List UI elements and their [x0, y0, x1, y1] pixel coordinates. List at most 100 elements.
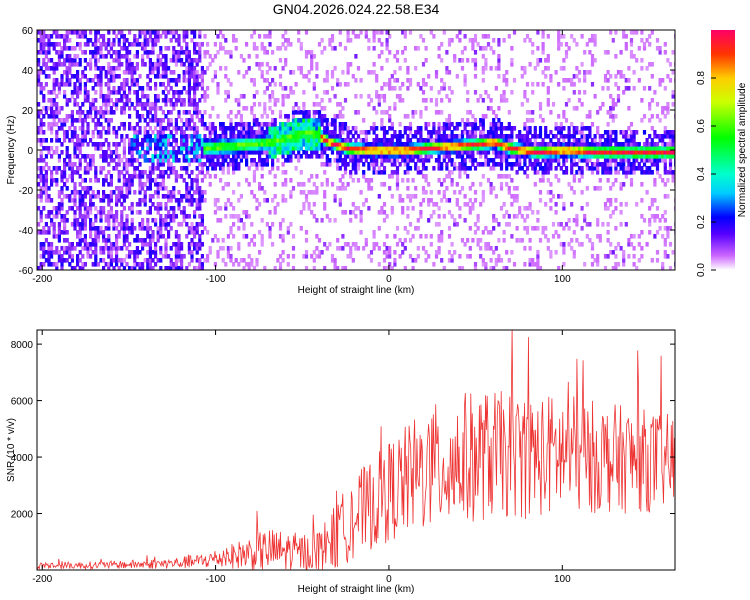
spectrogram-cell — [109, 206, 113, 211]
spectrogram-cell — [315, 174, 319, 179]
spectrogram-cell — [299, 130, 303, 135]
spectrogram-cell — [523, 154, 527, 159]
spectrogram-cell — [502, 142, 506, 147]
spectrogram-cell — [229, 258, 233, 263]
spectrogram-cell — [177, 78, 181, 83]
spectrogram-cell — [151, 170, 155, 175]
spectrogram-cell — [320, 98, 324, 103]
spectrogram-cell — [216, 162, 220, 167]
spectrogram-cell — [447, 234, 452, 239]
spectrogram-cell — [265, 50, 269, 55]
spectrogram-cell — [281, 154, 285, 159]
spectrogram-cell — [185, 122, 189, 127]
spectrogram-cell — [442, 194, 446, 199]
spectrogram-cell — [237, 146, 241, 151]
spectrogram-cell — [216, 142, 220, 147]
spectrogram-cell — [286, 142, 290, 147]
spectrogram-cell — [614, 54, 618, 59]
spectrogram-cell — [198, 98, 202, 103]
spectrogram-cell — [229, 110, 233, 115]
spectrogram-cell — [390, 74, 394, 79]
spectrogram-cell — [369, 142, 374, 147]
spectrogram-cell — [291, 150, 296, 155]
spectrogram-cell — [307, 70, 311, 75]
spectrogram-cell — [117, 194, 121, 199]
spectrogram-cell — [585, 186, 589, 191]
spectrogram-cell — [614, 142, 618, 147]
spectrogram-cell — [193, 130, 197, 135]
spectrogram-cell — [60, 142, 64, 147]
spectrogram-cell — [304, 50, 309, 55]
spectrogram-cell — [479, 154, 483, 159]
spectrogram-cell — [619, 210, 623, 215]
spectrogram-cell — [156, 118, 160, 123]
spectrogram-cell — [213, 174, 217, 179]
spectrogram-cell — [328, 218, 332, 223]
spectrogram-cell — [65, 58, 69, 63]
spectrogram-cell — [130, 70, 134, 75]
spectrogram-cell — [185, 186, 189, 191]
spectrogram-cell — [606, 138, 610, 143]
spectrogram-cell — [406, 134, 410, 139]
spectrogram-cell — [96, 58, 100, 63]
spectrogram-cell — [151, 50, 155, 55]
spectrogram-cell — [159, 202, 163, 207]
spectrogram-cell — [232, 150, 236, 155]
spectrogram-cell — [138, 262, 142, 267]
spectrogram-cell — [154, 190, 158, 195]
spectrogram-cell — [161, 174, 165, 179]
spectrogram-cell — [174, 174, 178, 179]
spectrogram-cell — [291, 110, 296, 115]
spectrogram-cell — [252, 158, 256, 163]
spectrogram-cell — [302, 254, 306, 259]
spectrogram-cell — [297, 134, 301, 139]
spectrogram-cell — [473, 222, 478, 227]
spectrogram-cell — [614, 226, 618, 231]
spectrogram-cell — [146, 266, 150, 270]
spectrogram-cell — [172, 242, 176, 247]
spectrogram-cell — [523, 170, 527, 175]
spectrogram-cell — [307, 134, 311, 139]
spectrogram-cell — [463, 146, 467, 151]
spectrogram-cell — [172, 134, 176, 139]
spectrogram-cell — [234, 98, 238, 103]
spectrogram-cell — [419, 210, 423, 215]
spectrogram-cell — [226, 162, 230, 167]
spectrogram-cell — [99, 198, 103, 203]
spectrogram-cell — [146, 158, 150, 163]
spectrogram-cell — [614, 162, 618, 167]
spectrogram-cell — [388, 78, 392, 83]
spectrogram-cell — [338, 42, 342, 47]
spectrogram-cell — [164, 146, 168, 151]
spectrogram-cell — [502, 238, 506, 243]
spectrogram-cell — [193, 210, 197, 215]
spectrogram-cell — [109, 210, 113, 215]
spectrogram-cell — [512, 262, 517, 267]
spectrogram-cell — [447, 86, 452, 91]
spectrogram-cell — [369, 250, 374, 255]
spectrogram-cell — [219, 166, 223, 171]
spectrogram-cell — [559, 222, 563, 227]
spectrogram-cell — [622, 250, 626, 255]
spectrogram-cell — [125, 38, 129, 43]
spectrogram-cell — [291, 266, 296, 270]
spectrogram-cell — [83, 118, 87, 123]
spectrogram-cell — [190, 142, 194, 147]
spectrogram-cell — [445, 166, 449, 171]
spectrogram-cell — [86, 98, 90, 103]
spectrogram-cell — [154, 254, 158, 259]
spectrogram-cell — [567, 126, 571, 131]
spectrogram-cell — [549, 138, 553, 143]
spectrogram-cell — [450, 258, 454, 263]
spectrogram-cell — [463, 46, 467, 51]
spectrogram-cell — [557, 158, 561, 163]
spectrogram-cell — [94, 242, 98, 247]
spectrogram-cell — [609, 242, 613, 247]
spectrogram-cell — [546, 142, 550, 147]
spectrogram-cell — [115, 218, 119, 223]
spectrogram-cell — [76, 102, 80, 107]
spectrogram-cell — [486, 138, 491, 143]
spectrogram-cell — [437, 126, 441, 131]
spectrogram-cell — [364, 138, 368, 143]
spectrogram-cell — [486, 178, 491, 183]
